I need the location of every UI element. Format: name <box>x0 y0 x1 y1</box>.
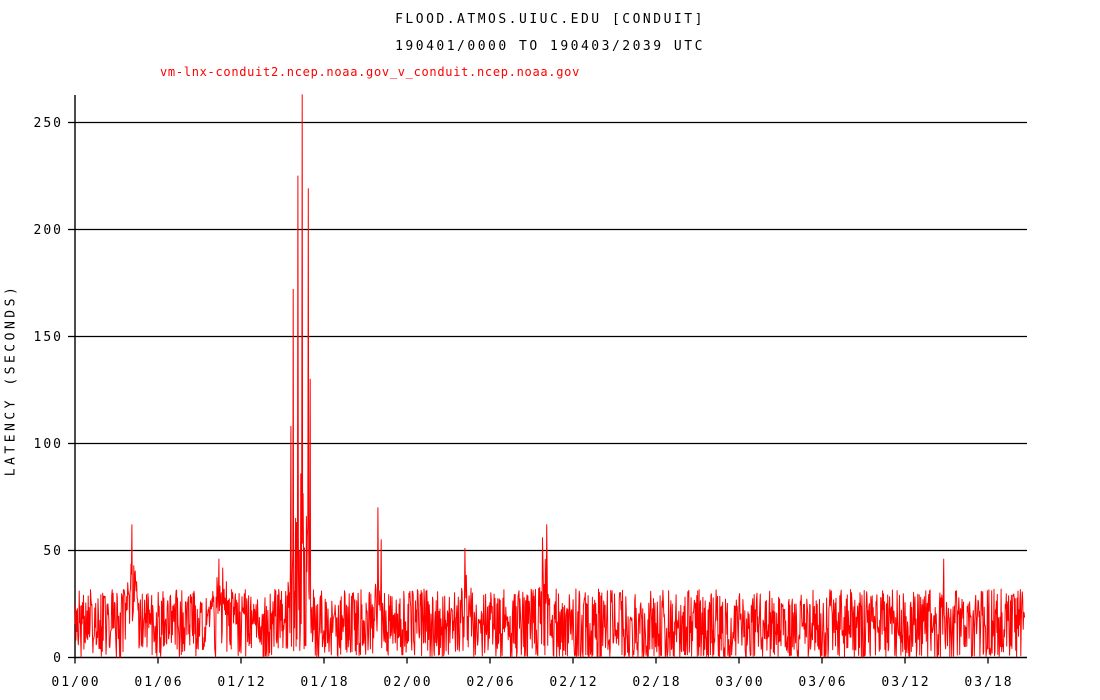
x-tick-label-02/00: 02/00 <box>383 675 432 690</box>
x-tick-label-01/12: 01/12 <box>217 675 266 690</box>
y-tick-label-200: 200 <box>34 223 63 238</box>
y-axis-title: LATENCY (SECONDS) <box>3 283 19 477</box>
x-tick-label-02/12: 02/12 <box>549 675 598 690</box>
x-tick-label-02/18: 02/18 <box>632 675 681 690</box>
x-tick-label-01/06: 01/06 <box>134 675 183 690</box>
x-tick-label-02/06: 02/06 <box>466 675 515 690</box>
x-tick-label-03/18: 03/18 <box>964 675 1013 690</box>
x-tick-label-01/00: 01/00 <box>51 675 100 690</box>
y-tick-label-250: 250 <box>34 116 63 131</box>
y-tick-label-150: 150 <box>34 330 63 345</box>
x-tick-label-03/06: 03/06 <box>798 675 847 690</box>
x-tick-label-03/00: 03/00 <box>715 675 764 690</box>
chart-subtitle-time-range: 190401/0000 TO 190403/2039 UTC <box>395 39 705 54</box>
legend-series-label: vm-lnx-conduit2.ncep.noaa.gov_v_conduit.… <box>160 65 581 79</box>
y-tick-label-100: 100 <box>34 437 63 452</box>
y-tick-label-0: 0 <box>53 651 63 666</box>
x-tick-label-03/12: 03/12 <box>881 675 930 690</box>
x-tick-label-01/18: 01/18 <box>300 675 349 690</box>
y-tick-label-50: 50 <box>43 544 63 559</box>
chart-title: FLOOD.ATMOS.UIUC.EDU [CONDUIT] <box>395 12 705 27</box>
latency-series-line <box>74 94 1026 658</box>
